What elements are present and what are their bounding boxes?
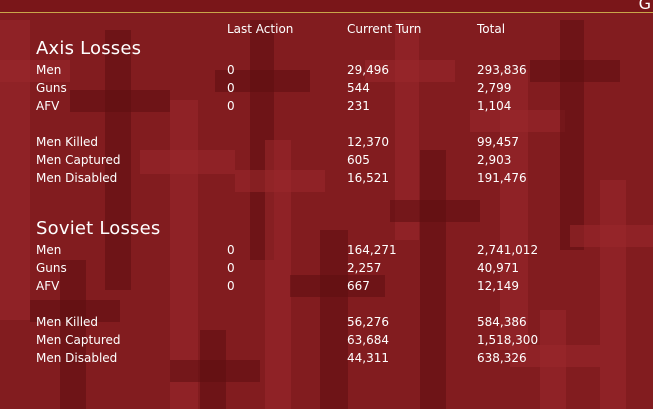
- last-action-value: 0: [227, 99, 235, 113]
- header-total: Total: [477, 22, 506, 36]
- current-turn-value: 667: [347, 279, 370, 293]
- table-row: AFV 0 231 1,104: [0, 99, 653, 117]
- row-label: AFV: [36, 279, 60, 293]
- table-row: Men Killed 12,370 99,457: [0, 135, 653, 153]
- total-value: 2,741,012: [477, 243, 539, 257]
- current-turn-value: 164,271: [347, 243, 397, 257]
- top-border-bar: G: [0, 0, 653, 13]
- row-label: Men Captured: [36, 333, 121, 347]
- total-value: 638,326: [477, 351, 527, 365]
- table-row: Guns 0 544 2,799: [0, 81, 653, 99]
- axis-losses-title: Axis Losses: [36, 38, 142, 59]
- table-row: AFV 0 667 12,149: [0, 279, 653, 297]
- current-turn-value: 16,521: [347, 171, 389, 185]
- row-label: AFV: [36, 99, 60, 113]
- last-action-value: 0: [227, 63, 235, 77]
- row-label: Guns: [36, 261, 67, 275]
- table-row: Men Killed 56,276 584,386: [0, 315, 653, 333]
- last-action-value: 0: [227, 279, 235, 293]
- table-row: Men Captured 63,684 1,518,300: [0, 333, 653, 351]
- current-turn-value: 12,370: [347, 135, 389, 149]
- header-current-turn: Current Turn: [347, 22, 422, 36]
- total-value: 191,476: [477, 171, 527, 185]
- total-value: 40,971: [477, 261, 519, 275]
- total-value: 1,104: [477, 99, 512, 113]
- row-label: Men Disabled: [36, 351, 118, 365]
- table-row: Guns 0 2,257 40,971: [0, 261, 653, 279]
- soviet-losses-title: Soviet Losses: [36, 218, 161, 239]
- table-row: Men Disabled 44,311 638,326: [0, 351, 653, 369]
- last-action-value: 0: [227, 81, 235, 95]
- table-row: Men 0 164,271 2,741,012: [0, 243, 653, 261]
- row-label: Men: [36, 63, 62, 77]
- total-value: 12,149: [477, 279, 519, 293]
- top-right-glyph: G: [638, 0, 651, 13]
- row-label: Men Killed: [36, 315, 99, 329]
- total-value: 584,386: [477, 315, 527, 329]
- total-value: 293,836: [477, 63, 527, 77]
- header-last-action: Last Action: [227, 22, 294, 36]
- current-turn-value: 63,684: [347, 333, 389, 347]
- current-turn-value: 2,257: [347, 261, 382, 275]
- table-row: Men 0 29,496 293,836: [0, 63, 653, 81]
- row-label: Men Killed: [36, 135, 99, 149]
- current-turn-value: 605: [347, 153, 370, 167]
- current-turn-value: 231: [347, 99, 370, 113]
- current-turn-value: 56,276: [347, 315, 389, 329]
- last-action-value: 0: [227, 261, 235, 275]
- current-turn-value: 29,496: [347, 63, 389, 77]
- row-label: Men: [36, 243, 62, 257]
- total-value: 2,799: [477, 81, 512, 95]
- row-label: Men Disabled: [36, 171, 118, 185]
- table-row: Men Captured 605 2,903: [0, 153, 653, 171]
- row-label: Men Captured: [36, 153, 121, 167]
- row-label: Guns: [36, 81, 67, 95]
- current-turn-value: 544: [347, 81, 370, 95]
- current-turn-value: 44,311: [347, 351, 389, 365]
- total-value: 1,518,300: [477, 333, 539, 347]
- total-value: 2,903: [477, 153, 512, 167]
- table-row: Men Disabled 16,521 191,476: [0, 171, 653, 189]
- total-value: 99,457: [477, 135, 519, 149]
- last-action-value: 0: [227, 243, 235, 257]
